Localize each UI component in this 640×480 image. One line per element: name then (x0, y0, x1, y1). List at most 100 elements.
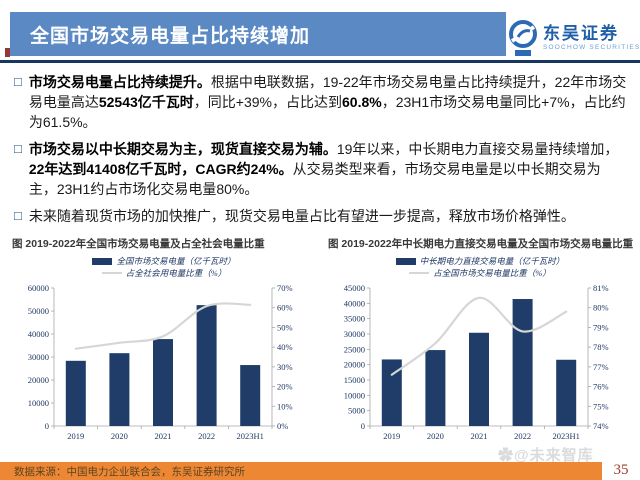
y-axis-left-label: 40000 (344, 298, 365, 308)
y-axis-right-label: 0% (277, 421, 288, 431)
x-axis-label: 2023H1 (553, 431, 580, 441)
logo-swirl-icon (508, 19, 538, 57)
chart-plot: 0 10000 20000 30000 40000 50000 60000 0% 10% 20% 3… (12, 280, 316, 457)
y-axis-left-label: 50000 (28, 306, 49, 316)
x-axis-label: 2021 (155, 431, 172, 441)
footer-bar: 数据来源：中国电力企业联合会，东吴证券研究所 (0, 462, 640, 480)
x-axis-label: 2020 (111, 431, 128, 441)
legend-bar-swatch (395, 257, 416, 265)
y-axis-left-label: 15000 (344, 375, 365, 385)
y-axis-right-label: 20% (277, 382, 293, 392)
bullet-list: □ 市场交易电量占比持续提升。根据中电联数据，19-22年市场交易电量占比持续提升… (14, 72, 628, 233)
bar-2023H1 (240, 365, 261, 426)
bullet-square-icon: □ (14, 141, 22, 156)
watermark: ✿@未来智库 (498, 447, 594, 464)
y-axis-left-label: 5000 (348, 406, 365, 416)
y-axis-left-label: 35000 (344, 314, 365, 324)
trend-line (74, 302, 252, 350)
y-axis-right-label: 60% (277, 303, 293, 313)
title-bar: 全国市场交易电量占比持续增加 (10, 12, 506, 56)
legend-label: 中长期电力直接交易电量（亿千瓦时） (419, 256, 565, 266)
x-axis-label: 2022 (514, 431, 531, 441)
legend-row: 占全社会用电量比重（%） (101, 267, 227, 279)
y-axis-left-label: 45000 (344, 283, 365, 293)
x-axis-label: 2022 (198, 431, 215, 441)
legend-label: 全国市场交易电量（亿千瓦时） (116, 256, 236, 266)
title-bar-notch (5, 48, 10, 57)
bullet-item: □ 市场交易电量占比持续提升。根据中电联数据，19-22年市场交易电量占比持续提升… (14, 72, 628, 132)
y-axis-left-label: 10000 (28, 398, 49, 408)
chart-plot: 0 5000 10000 15000 20000 25000 30000 35000 40000… (328, 280, 632, 457)
logo-name-cn: 东吴证券 (543, 24, 619, 43)
y-axis-left-label: 20000 (28, 375, 49, 385)
chart-legend: 中长期电力直接交易电量（亿千瓦时） 占全国市场交易电量比重（%） (328, 255, 632, 279)
y-axis-right-label: 76% (593, 382, 609, 392)
bar-2021 (469, 332, 489, 426)
bullet-text: 未来随着现货市场的加快推广，现货交易电量占比有望进一步提高，释放市场价格弹性。 (28, 208, 575, 224)
legend-row: 全国市场交易电量（亿千瓦时） (92, 255, 236, 267)
y-axis-left-label: 0 (361, 421, 365, 431)
legend-line-swatch (409, 272, 430, 274)
bullet-square-icon: □ (14, 208, 22, 223)
page-number-box: 35 (602, 460, 640, 480)
chart-svg: 0 5000 10000 15000 20000 25000 30000 35000 40000… (344, 283, 609, 441)
page-number: 35 (613, 461, 629, 478)
y-axis-right-label: 10% (277, 401, 293, 411)
x-axis-label: 2019 (67, 431, 84, 441)
chart-market-traded-volume: 图 2019-2022年全国市场交易电量及占全社会电量比重 全国市场交易电量（亿… (12, 236, 316, 457)
chart-midlongterm-volume: 图 2019-2022年中长期电力直接交易电量及全国市场交易电量比重 中长期电力… (328, 236, 634, 457)
bullet-text: 市场交易电量占比持续提升。根据中电联数据，19-22年市场交易电量占比持续提升，… (28, 74, 627, 130)
bullet-item: □ 未来随着现货市场的加快推广，现货交易电量占比有望进一步提高，释放市场价格弹性。 (14, 206, 628, 226)
y-axis-right-label: 80% (593, 303, 609, 313)
y-axis-right-label: 78% (593, 342, 609, 352)
bullet-text: 市场交易以中长期交易为主，现货直接交易为辅。19年以来，中长期电力直接交易量持续… (28, 141, 619, 197)
bar-2021 (153, 339, 173, 426)
y-axis-right-label: 30% (277, 362, 293, 372)
bar-2022 (196, 305, 217, 426)
logo-name-en: SOOCHOW SECURITIES (543, 44, 640, 51)
x-axis-label: 2019 (383, 431, 400, 441)
y-axis-right-label: 70% (277, 283, 293, 293)
y-axis-right-label: 50% (277, 322, 293, 332)
legend-row: 中长期电力直接交易电量（亿千瓦时） (395, 255, 565, 267)
data-source-note: 数据来源：中国电力企业联合会，东吴证券研究所 (14, 465, 245, 478)
legend-label: 占全社会用电量比重（%） (125, 268, 227, 278)
chart-title: 图 2019-2022年全国市场交易电量及占全社会电量比重 (12, 238, 265, 250)
chart-title: 图 2019-2022年中长期电力直接交易电量及全国市场交易电量比重 (328, 238, 634, 250)
y-axis-left-label: 0 (45, 421, 49, 431)
y-axis-left-label: 30000 (344, 329, 365, 339)
y-axis-right-label: 75% (593, 401, 609, 411)
logo-badge (515, 50, 531, 56)
chart-legend: 全国市场交易电量（亿千瓦时） 占全社会用电量比重（%） (12, 255, 316, 279)
y-axis-right-label: 77% (593, 362, 609, 372)
y-axis-left-label: 10000 (344, 390, 365, 400)
logo-text: 东吴证券 SOOCHOW SECURITIES (543, 24, 640, 52)
y-axis-left-label: 60000 (28, 283, 49, 293)
x-axis-label: 2023H1 (237, 431, 264, 441)
legend-label: 占全国市场交易电量比重（%） (433, 268, 551, 278)
legend-row: 占全国市场交易电量比重（%） (409, 267, 551, 279)
y-axis-right-label: 79% (593, 322, 609, 332)
bar-2023H1 (556, 359, 577, 426)
y-axis-left-label: 30000 (28, 352, 49, 362)
company-logo: 东吴证券 SOOCHOW SECURITIES (508, 18, 639, 58)
legend-bar-swatch (92, 257, 113, 265)
bar-2022 (512, 299, 533, 426)
x-axis-label: 2020 (427, 431, 444, 441)
bar-2020 (425, 350, 446, 426)
chart-svg: 0 10000 20000 30000 40000 50000 60000 0% 10% 20% 3… (28, 283, 293, 441)
bar-2019 (381, 359, 402, 426)
y-axis-left-label: 25000 (344, 344, 365, 354)
bullet-item: □ 市场交易以中长期交易为主，现货直接交易为辅。19年以来，中长期电力直接交易量持… (14, 139, 628, 199)
y-axis-right-label: 74% (593, 421, 609, 431)
legend-line-swatch (101, 272, 122, 274)
x-axis-label: 2021 (471, 431, 488, 441)
bullet-square-icon: □ (14, 74, 22, 89)
bar-2020 (109, 353, 130, 426)
y-axis-right-label: 40% (277, 342, 293, 352)
y-axis-left-label: 20000 (344, 360, 365, 370)
trend-line (390, 296, 568, 376)
y-axis-left-label: 40000 (28, 329, 49, 339)
header-divider (0, 60, 640, 63)
